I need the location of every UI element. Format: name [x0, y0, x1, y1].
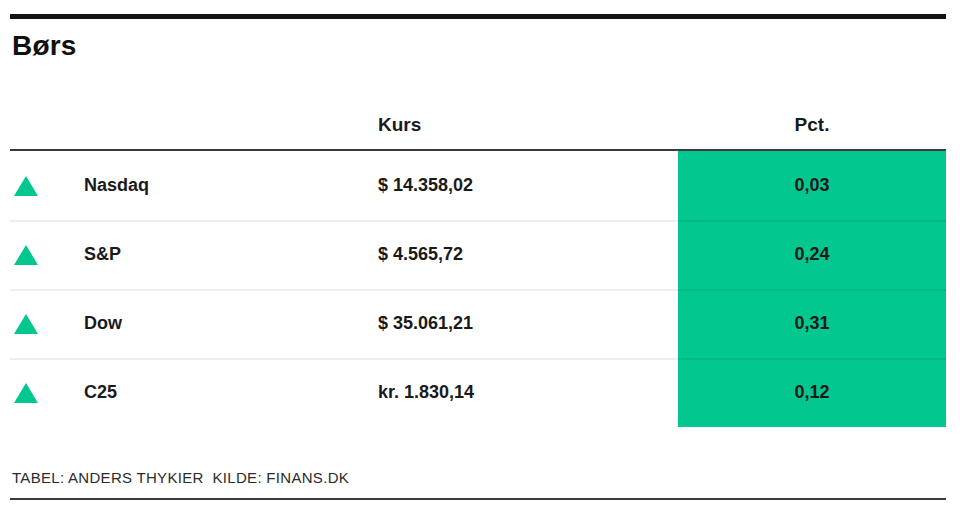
kurs-value: kr. 1.830,14	[378, 382, 678, 403]
kurs-value: $ 4.565,72	[378, 244, 678, 265]
pct-value: 0,12	[794, 382, 829, 403]
pct-value-cell: 0,24	[678, 220, 946, 289]
direction-cell	[10, 383, 84, 403]
column-header-kurs: Kurs	[378, 113, 678, 136]
bottom-rule	[10, 498, 946, 500]
direction-cell	[10, 245, 84, 265]
pct-value: 0,03	[794, 175, 829, 196]
table-row: C25 kr. 1.830,14 0,12	[10, 358, 946, 427]
header-spacer-name-col	[84, 113, 378, 136]
source-credit: TABEL: ANDERS THYKIER KILDE: FINANS.DK	[12, 469, 946, 486]
header-spacer-icon-col	[10, 113, 84, 136]
pct-value: 0,24	[794, 244, 829, 265]
index-name: Dow	[84, 313, 378, 334]
page-title: Børs	[12, 32, 946, 60]
table-header-row: Kurs Pct.	[10, 113, 946, 136]
up-triangle-icon	[14, 314, 38, 334]
table-row: Dow $ 35.061,21 0,31	[10, 289, 946, 358]
pct-value: 0,31	[794, 313, 829, 334]
pct-value-cell: 0,12	[678, 358, 946, 427]
index-name: C25	[84, 382, 378, 403]
pct-value-cell: 0,31	[678, 289, 946, 358]
bors-table-graphic: Børs Kurs Pct. Nasdaq $ 14.358,02 0,03 S…	[10, 14, 946, 500]
index-name: Nasdaq	[84, 175, 378, 196]
kurs-value: $ 35.061,21	[378, 313, 678, 334]
kurs-value: $ 14.358,02	[378, 175, 678, 196]
up-triangle-icon	[14, 245, 38, 265]
column-header-pct: Pct.	[678, 113, 946, 136]
table-row: Nasdaq $ 14.358,02 0,03	[10, 151, 946, 220]
direction-cell	[10, 176, 84, 196]
pct-value-cell: 0,03	[678, 151, 946, 220]
table-row: S&P $ 4.565,72 0,24	[10, 220, 946, 289]
up-triangle-icon	[14, 176, 38, 196]
index-name: S&P	[84, 244, 378, 265]
table-body: Nasdaq $ 14.358,02 0,03 S&P $ 4.565,72 0…	[10, 151, 946, 427]
up-triangle-icon	[14, 383, 38, 403]
top-accent-bar	[10, 14, 946, 19]
direction-cell	[10, 314, 84, 334]
